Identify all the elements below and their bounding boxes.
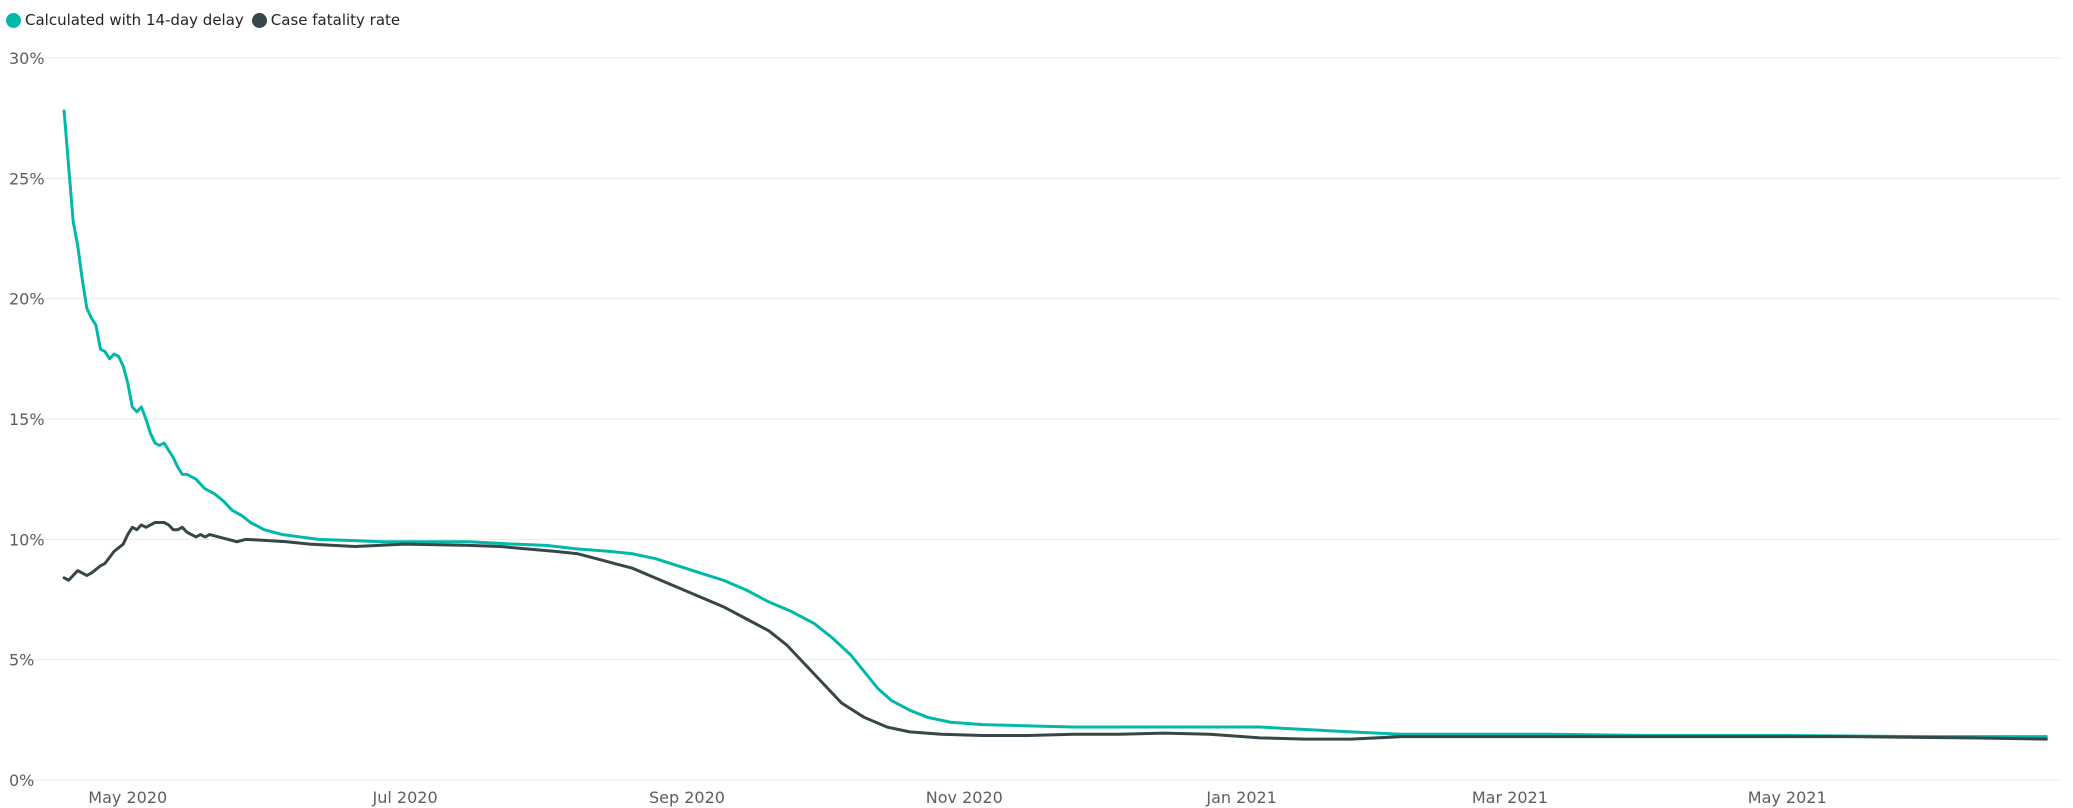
x-tick-label: May 2020 [88, 788, 167, 807]
legend-label: Case fatality rate [270, 11, 401, 29]
legend-item-14-day-delay[interactable]: Calculated with 14-day delay [6, 11, 244, 29]
x-tick-label: Nov 2020 [926, 788, 1003, 807]
legend-label: Calculated with 14-day delay [25, 11, 244, 29]
y-tick-label: 25% [9, 169, 45, 188]
y-tick-label: 20% [9, 290, 45, 309]
x-tick-label: May 2021 [1748, 788, 1827, 807]
circle-marker-icon [251, 12, 267, 28]
gridlines [28, 57, 2060, 781]
series-line-14-day-delay [62, 109, 2048, 739]
x-tick-label: Sep 2020 [649, 788, 725, 807]
y-tick-label: 0% [9, 771, 34, 790]
x-tick-label: Mar 2021 [1472, 788, 1548, 807]
x-axis-ticks: May 2020 Jul 2020 Sep 2020 Nov 2020 Jan 2021… [88, 788, 1826, 807]
series-line-case-fatality-rate [62, 520, 2048, 741]
y-tick-label: 15% [9, 410, 45, 429]
y-axis-ticks: 0% 5% 10% 15% 20% 25% 30% [9, 49, 45, 790]
legend-item-case-fatality-rate[interactable]: Case fatality rate [251, 11, 401, 29]
x-tick-label: Jan 2021 [1205, 788, 1276, 807]
series-lines [62, 109, 2048, 741]
y-tick-label: 30% [9, 49, 45, 68]
x-tick-label: Jul 2020 [372, 788, 438, 807]
y-tick-label: 10% [9, 530, 45, 549]
chart-legend: Calculated with 14-day delay Case fatali… [6, 8, 408, 32]
circle-marker-icon [6, 12, 21, 28]
y-tick-label: 5% [9, 651, 34, 670]
